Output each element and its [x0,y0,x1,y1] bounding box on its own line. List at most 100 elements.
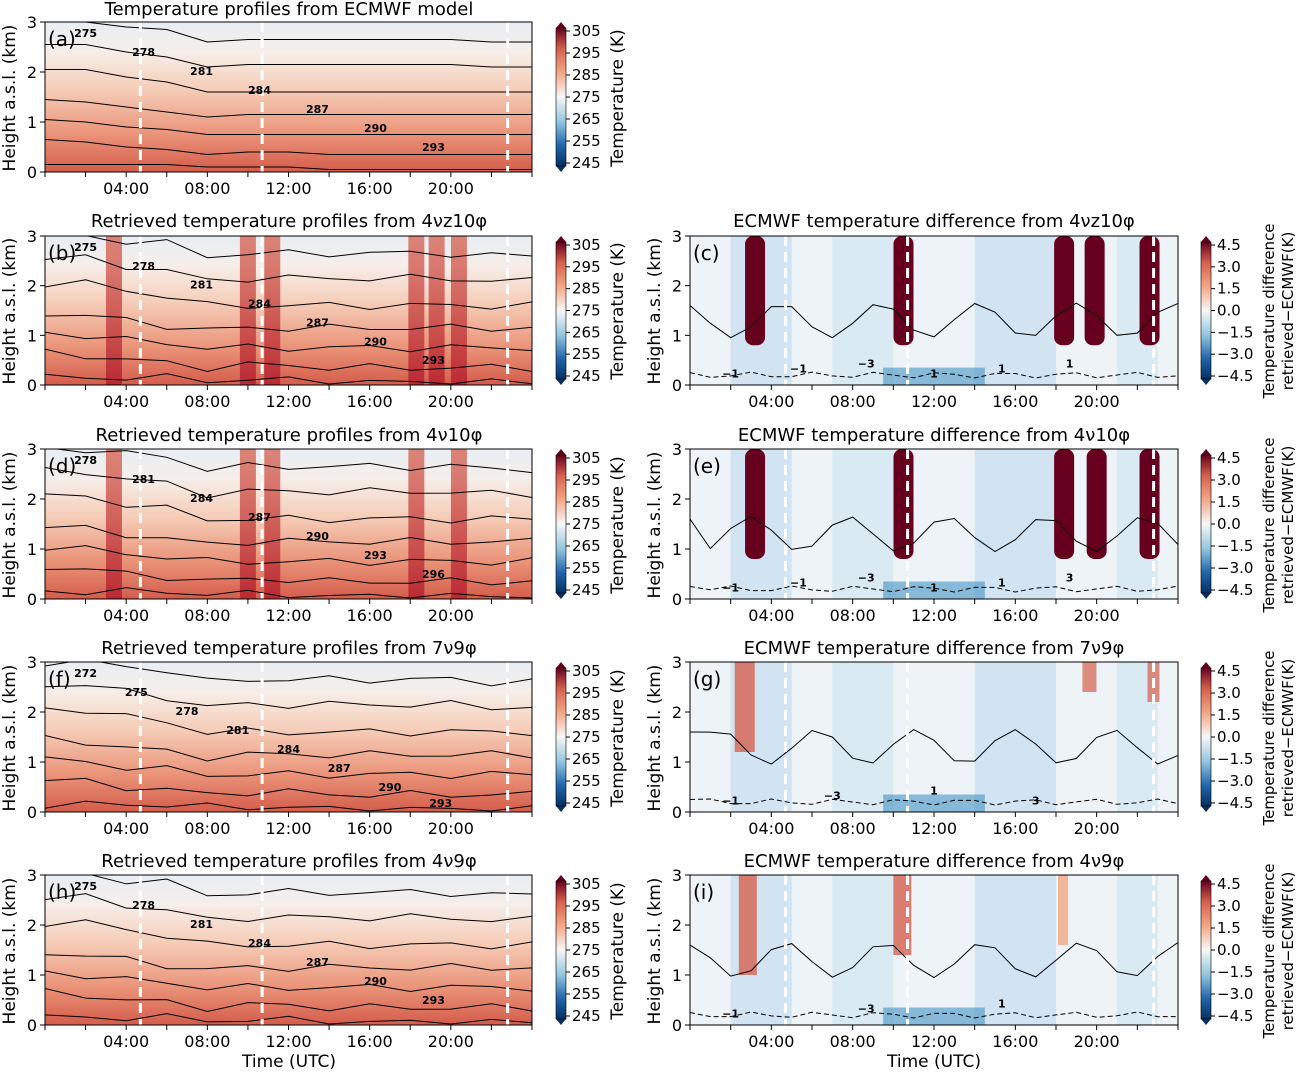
cbar-label-d: Temperature (K) [608,456,628,595]
x-axis-label-left: Time (UTC) [241,1052,336,1072]
cbar-label-a: Temperature (K) [608,29,628,168]
colorbar-tick-label: 285 [572,280,601,298]
colorbar [555,454,567,594]
colorbar-tick-label: −1.5 [1217,750,1253,768]
colorbar-tick-label: 295 [572,258,601,276]
y-tick-label: 3 [27,440,37,459]
x-tick-label: 08:00 [830,606,876,625]
x-tick-label: 04:00 [103,606,149,625]
temperature-field [45,22,532,172]
colorbar-tick-label: 275 [572,88,601,106]
x-tick-label: 04:00 [103,819,149,838]
contour-label: 284 [248,298,271,311]
isotherm-287 [45,545,532,566]
contour-label: 287 [248,511,271,524]
panel-field [690,662,1178,812]
contour-label: 272 [74,667,97,680]
contour-label: 1 [1066,358,1074,371]
contour-label: 281 [190,65,213,78]
y-tick-label: 1 [27,966,37,985]
contour-label: 275 [74,27,97,40]
isotherm-290 [45,988,532,1013]
x-tick-label: 08:00 [184,1032,230,1051]
contour-label: 290 [364,122,387,135]
contour-label: 290 [364,975,387,988]
y-tick-label: 3 [27,653,37,672]
colorbar-tick-label: 275 [572,941,601,959]
panel-c: −1 −1 −3 1 1 1 (c) 0 1 2 3 04:00 08:00 12:00 16:00 20:0… [672,227,1254,411]
x-tick-label: 16:00 [347,392,393,411]
cbar-label-g-1: Temperature difference [1260,650,1278,826]
contour-label: 278 [132,46,155,59]
y-tick-label: 2 [27,703,37,722]
x-tick-label: 08:00 [184,606,230,625]
isotherm-281 [45,707,532,737]
isotherm-287 [45,119,532,135]
colorbar-tick-label: 1.5 [1217,706,1241,724]
colorbar-tick-label: 0.0 [1217,941,1241,959]
colorbar-tick-label: 285 [572,66,601,84]
colorbar-tick-label: 305 [572,875,601,893]
colorbar-tick-label: 4.5 [1217,662,1241,680]
colorbar [1200,880,1212,1020]
panel-field [690,236,1178,385]
contour-label: 296 [422,568,445,581]
difference-contour-negative [690,371,1178,379]
y-tick-label: 2 [27,490,37,509]
y-tick-label: 3 [672,653,682,672]
cold-patch [1117,875,1158,1025]
x-tick-label: 12:00 [911,606,957,625]
isotherm-293 [45,1013,532,1025]
y-tick-label: 3 [672,866,682,885]
panel-c-title: ECMWF temperature difference from 4νz10φ [733,211,1135,232]
x-tick-label: 20:00 [1074,819,1120,838]
isotherm-278 [45,254,532,283]
y-tick-label: 2 [672,490,682,509]
panel-g: −1 −3 1 3 (g) 0 1 2 3 04:00 08:00 12:00 16:00 20:00 4.… [672,653,1254,838]
colorbar-tick-label: 0.0 [1217,515,1241,533]
colorbar-extend-top [556,449,566,455]
colorbar-tick-label: 265 [572,750,601,768]
colorbar-tick-label: −3.0 [1217,985,1253,1003]
x-tick-label: 04:00 [748,819,794,838]
isotherm-284 [45,99,532,118]
difference-contour [690,729,1178,765]
panel-field [45,662,532,812]
x-tick-label: 04:00 [748,606,794,625]
isotherm-293 [45,373,532,385]
warm-anomaly-column [734,662,755,752]
colorbar-tick-label: −3.0 [1217,772,1253,790]
panel-b-title: Retrieved temperature profiles from 4νz1… [91,211,487,232]
contour-label: −1 [790,363,807,376]
y-tick-label: 0 [27,163,37,182]
cbar-label-e-2: retrieved−ECMWF(K) [1279,446,1297,605]
colorbar-tick-label: 295 [572,684,601,702]
y-axis-label-e: Height a.s.l. (km) [645,452,665,599]
contour-label: −3 [824,790,841,803]
colorbar-tick-label: 4.5 [1217,875,1241,893]
colorbar-tick-label: −4.5 [1217,1007,1253,1025]
contour-label: 293 [429,797,452,810]
panel-letter: (a) [48,27,76,51]
isotherm-275 [45,662,532,687]
contour-label: −1 [722,582,739,595]
warm-column [408,449,425,599]
cbar-label-h: Temperature (K) [608,882,628,1021]
contour-label: 284 [277,743,300,756]
isotherm-293 [45,587,532,599]
temperature-field [45,875,532,1025]
colorbar-tick-label: 3.0 [1217,258,1241,276]
y-axis-label-h: Height a.s.l. (km) [0,878,20,1025]
panel-g-title: ECMWF temperature difference from 7ν9φ [744,638,1125,659]
contour-label: 281 [226,724,249,737]
difference-contour-negative [690,798,1178,806]
contour-label: 278 [176,705,199,718]
panel-field [45,875,532,1025]
colorbar [1200,667,1212,807]
x-tick-label: 08:00 [830,392,876,411]
difference-contour [690,942,1178,979]
panel-d-title: Retrieved temperature profiles from 4ν10… [96,425,483,446]
panel-letter: (c) [693,241,720,265]
y-axis-label-a: Height a.s.l. (km) [0,25,20,172]
colorbar-tick-label: −3.0 [1217,559,1253,577]
